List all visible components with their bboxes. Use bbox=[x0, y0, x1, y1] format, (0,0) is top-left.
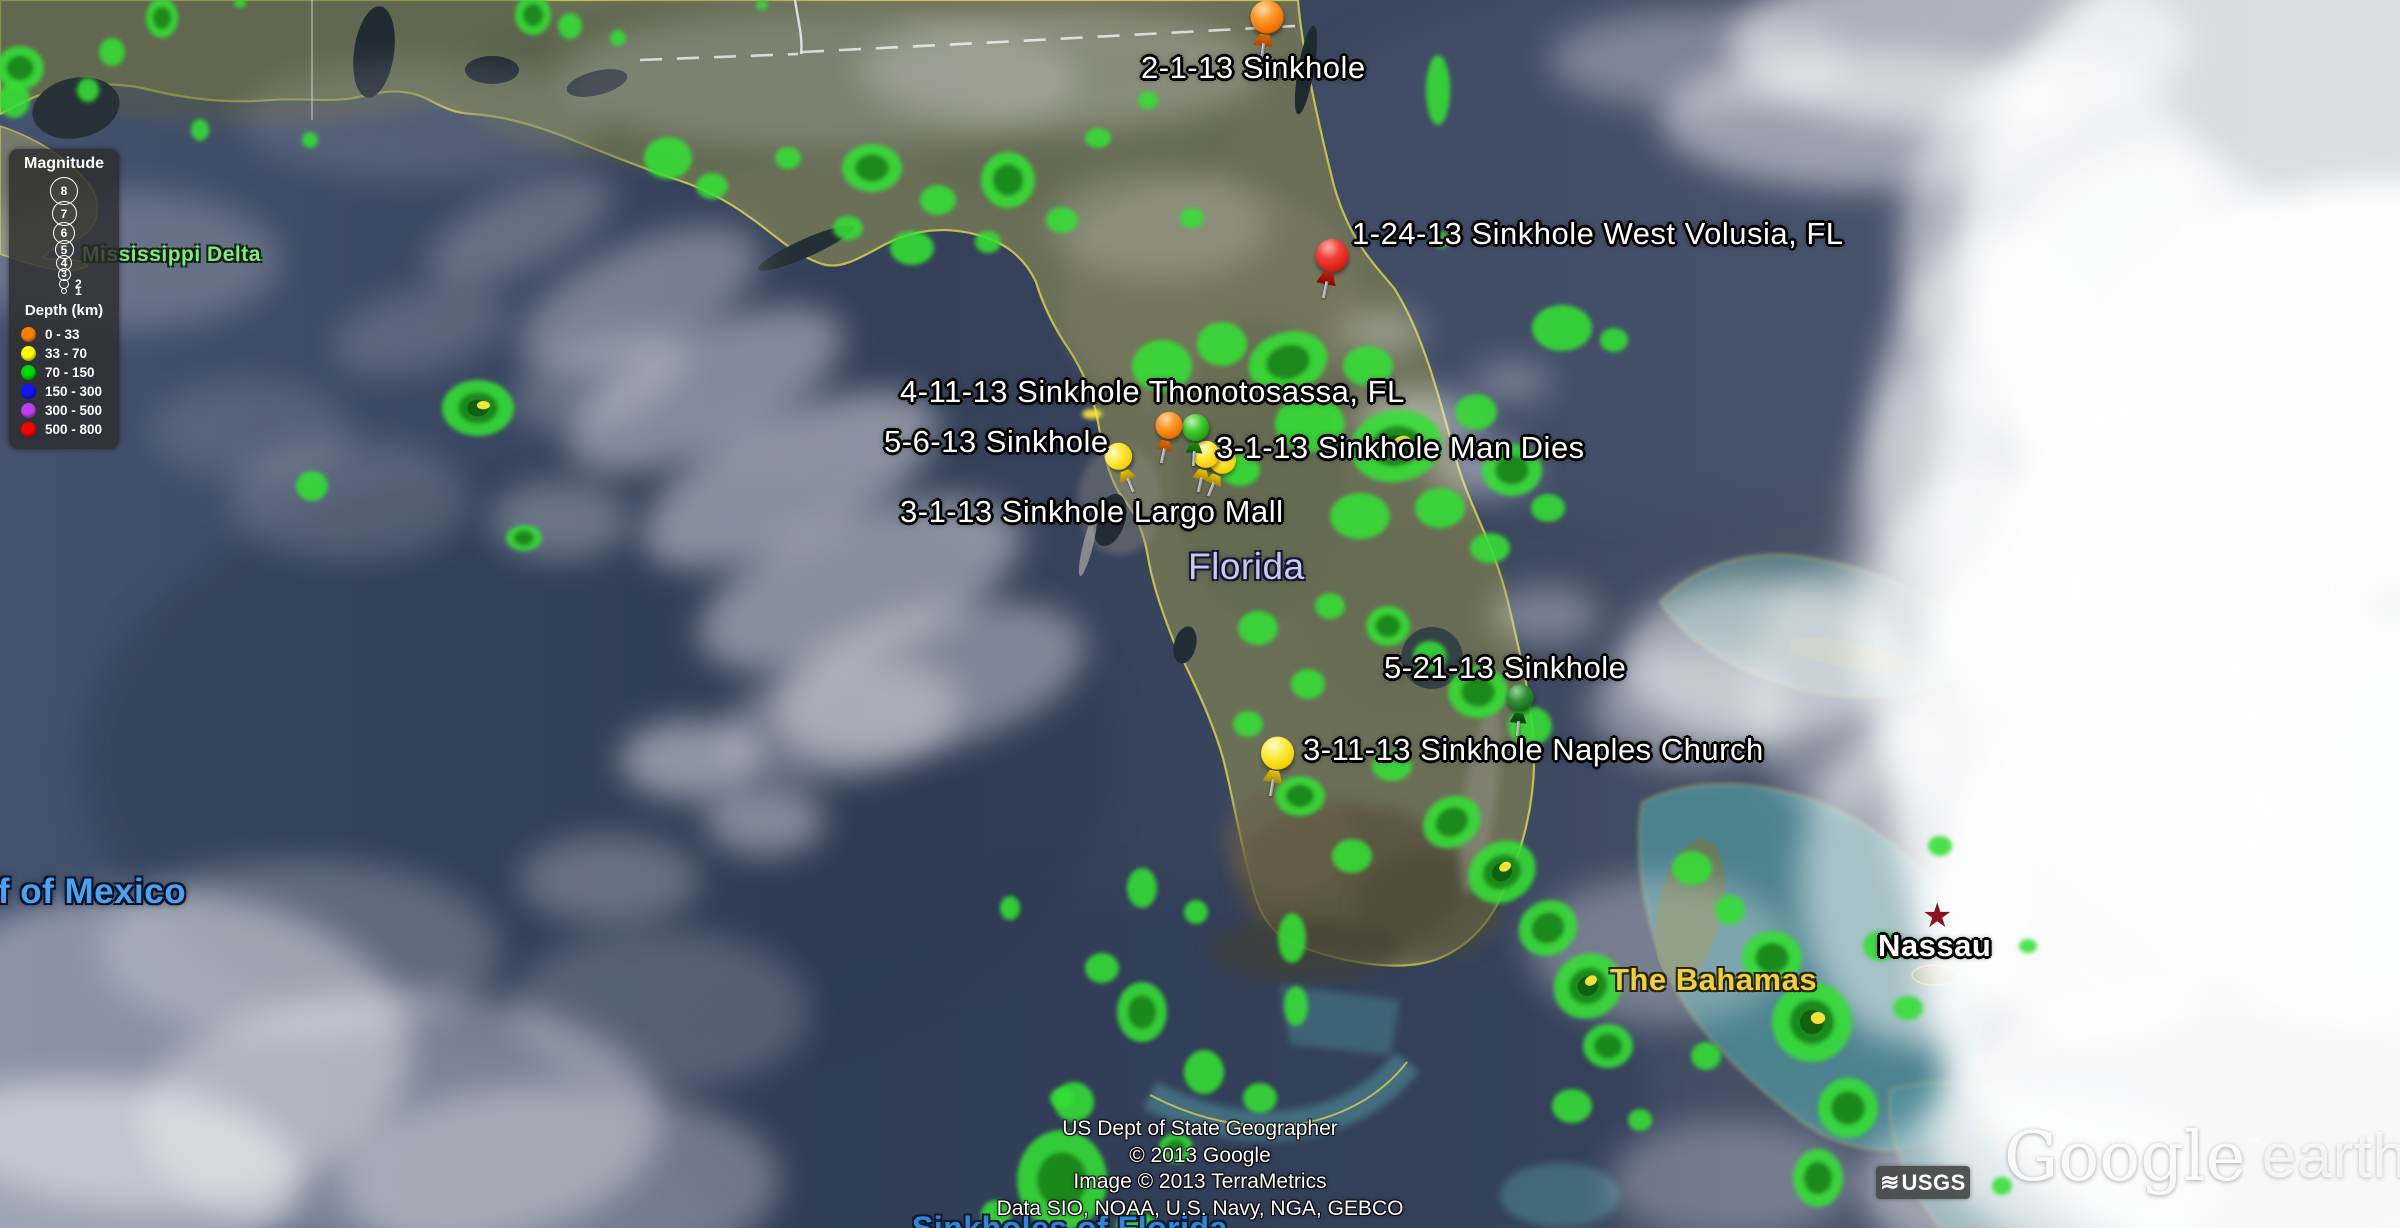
google-wordmark: Google bbox=[2004, 1118, 2246, 1197]
pushpin-needle bbox=[1322, 281, 1329, 299]
geo-label-the-bahamas: The Bahamas bbox=[1610, 962, 1818, 997]
attribution-line: Image © 2013 TerraMetrics bbox=[1073, 1170, 1327, 1193]
pushpin-head bbox=[1312, 235, 1352, 276]
pushpin-head bbox=[1258, 734, 1297, 773]
placemark-label-1-24-13[interactable]: 1-24-13 Sinkhole West Volusia, FL bbox=[1352, 216, 1844, 251]
magnitude-circle bbox=[61, 288, 67, 294]
placemark-label-3-11-13[interactable]: 3-11-13 Sinkhole Naples Church bbox=[1303, 732, 1764, 767]
geo-label-nassau: Nassau bbox=[1878, 928, 1992, 963]
placemark-label-5-6-13[interactable]: 5-6-13 Sinkhole bbox=[884, 424, 1109, 459]
depth-dot-purple bbox=[21, 403, 36, 418]
attribution-line: US Dept of State Geographer bbox=[1062, 1117, 1338, 1140]
depth-legend-row: 33 - 70 bbox=[9, 344, 119, 363]
map-attribution: US Dept of State Geographer © 2013 Googl… bbox=[950, 1116, 1450, 1222]
geo-label-gulf-of-mexico: Gulf of Mexico bbox=[0, 872, 187, 911]
legend-depth-title: Depth (km) bbox=[24, 302, 104, 319]
magnitude-scale: 8 7 6 5 4 3 2 1 bbox=[9, 177, 119, 298]
legend-magnitude-title: Magnitude bbox=[24, 155, 104, 172]
depth-dot-green bbox=[21, 365, 36, 380]
placemark-label-5-21-13[interactable]: 5-21-13 Sinkhole bbox=[1384, 650, 1627, 685]
depth-dot-yellow bbox=[21, 346, 36, 361]
capital-star-icon: ★ bbox=[1922, 897, 1953, 935]
pushpin-sinkhole-5-21-13[interactable] bbox=[1503, 683, 1535, 737]
magnitude-number: 1 bbox=[75, 284, 82, 298]
pushpin-head bbox=[1505, 683, 1535, 713]
earth-wordmark: earth bbox=[2261, 1122, 2400, 1191]
google-earth-watermark: Google ™ earth bbox=[2004, 1124, 2400, 1192]
attribution-line: Data SIO, NOAA, U.S. Navy, NGA, GEBCO bbox=[996, 1196, 1404, 1220]
depth-legend-row: 0 - 33 bbox=[9, 325, 119, 344]
earthquake-legend-panel: Magnitude 8 7 6 5 4 3 2 1 Depth (km) 0 -… bbox=[9, 149, 119, 449]
usgs-logo: ≋ USGS bbox=[1876, 1166, 1970, 1199]
pushpin-needle bbox=[1197, 477, 1204, 493]
depth-scale: 0 - 33 33 - 70 70 - 150 150 - 300 300 - … bbox=[9, 325, 119, 439]
depth-legend-row: 500 - 800 bbox=[9, 420, 119, 439]
depth-dot-red bbox=[21, 422, 36, 437]
attribution-line: © 2013 Google bbox=[1129, 1143, 1271, 1167]
placemark-label-3-1-13-largo-mall[interactable]: 3-1-13 Sinkhole Largo Mall bbox=[900, 494, 1284, 529]
magnitude-circle: 8 bbox=[50, 177, 78, 205]
geo-label-bottom-clipped: Sinkholes of Florida bbox=[912, 1210, 1228, 1228]
pushpin-head bbox=[1181, 413, 1211, 443]
placemark-label-2-1-13[interactable]: 2-1-13 Sinkhole bbox=[1141, 50, 1366, 85]
placemark-label-3-1-13-man-dies[interactable]: 3-1-13 Sinkhole Man Dies bbox=[1216, 430, 1585, 465]
depth-dot-blue bbox=[21, 384, 36, 399]
magnitude-number: 2 bbox=[75, 277, 82, 291]
pushpin-needle bbox=[1126, 477, 1135, 493]
pushpin-head bbox=[1248, 0, 1286, 36]
geo-label-florida: Florida bbox=[1188, 546, 1305, 587]
placemark-label-4-11-13[interactable]: 4-11-13 Sinkhole Thonotosassa, FL bbox=[900, 374, 1405, 409]
pushpin-needle bbox=[1192, 450, 1197, 467]
depth-legend-row: 300 - 500 bbox=[9, 401, 119, 420]
depth-legend-row: 70 - 150 bbox=[9, 363, 119, 382]
trademark-symbol: ™ bbox=[2246, 1134, 2260, 1149]
pushpin-head bbox=[1152, 409, 1186, 442]
geo-label-mississippi-delta: Mississippi Delta bbox=[82, 243, 261, 266]
depth-dot-orange bbox=[21, 327, 36, 342]
pushpin-needle bbox=[1160, 448, 1167, 464]
depth-legend-row: 150 - 300 bbox=[9, 382, 119, 401]
usgs-wave-icon: ≋ bbox=[1880, 1169, 1900, 1195]
weather-radar-layer bbox=[0, 0, 2037, 1228]
